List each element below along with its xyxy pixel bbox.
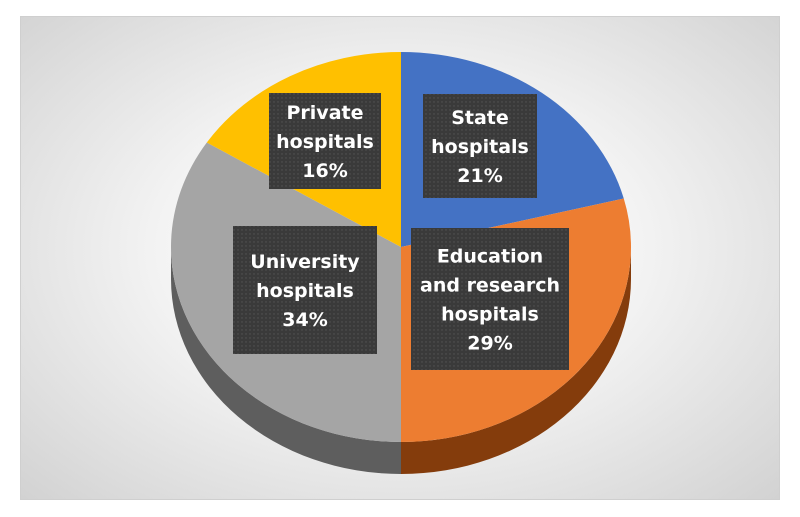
data-label-state-hospitals: State hospitals 21% [423,94,537,198]
pie-side-group [171,247,631,474]
data-label-value: 21% [457,165,502,187]
data-label-category: Private hospitals [276,102,374,153]
data-label-box [269,93,381,189]
data-label-value: 16% [302,160,347,182]
data-label-category: State hospitals [431,107,529,158]
data-label-box [423,94,537,198]
data-label-private-hospitals: Private hospitals 16% [269,93,381,189]
data-labels-group: State hospitals 21% Education and research ho… [233,93,569,370]
data-label-value: 34% [282,309,327,331]
data-label-category: University hospitals [250,251,360,302]
data-label-education-and-research-hospitals: Education and research hospitals 29% [411,228,569,370]
data-label-value: 29% [467,333,512,355]
chart-frame: State hospitals 21% Education and research ho… [20,16,780,500]
data-label-university-hospitals: University hospitals 34% [233,226,377,354]
pie-side-education-and-research-hospitals [401,247,631,474]
pie-chart: State hospitals 21% Education and research ho… [170,51,631,474]
pie-side-university-hospitals [171,247,401,474]
data-label-category: Education and research hospitals [420,246,560,326]
data-label-box [411,228,569,370]
data-label-box [233,226,377,354]
